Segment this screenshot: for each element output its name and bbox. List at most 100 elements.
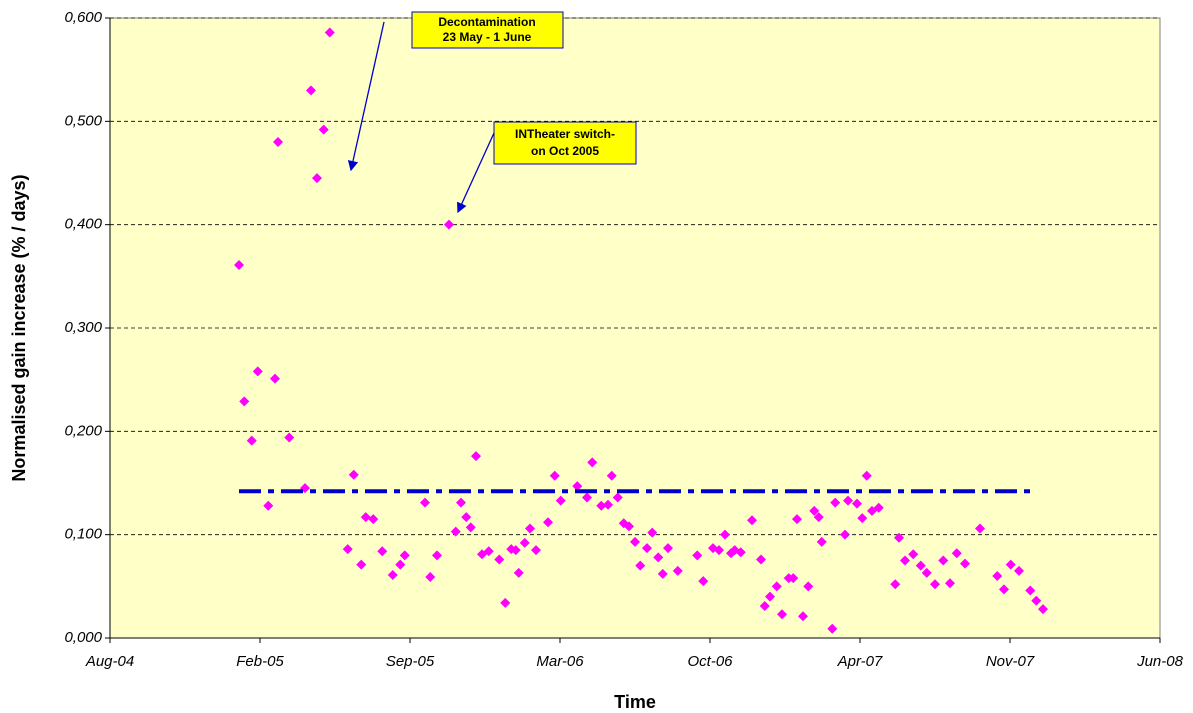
point	[827, 623, 838, 634]
y-tick-label: 0,100	[64, 526, 102, 543]
x-tick-label: Mar-06	[536, 653, 584, 670]
point	[1005, 559, 1016, 570]
point	[813, 512, 824, 523]
point	[465, 522, 476, 533]
point	[992, 571, 1003, 581]
annotation-text: on Oct 2005	[531, 144, 599, 158]
point	[461, 512, 472, 523]
x-tick-label: Nov-07	[986, 653, 1035, 670]
x-axis-title: Time	[614, 692, 656, 712]
point	[816, 536, 827, 547]
point	[630, 536, 640, 547]
point	[284, 432, 295, 443]
x-tick-label: Jun-08	[1136, 653, 1184, 670]
point	[765, 591, 775, 602]
point	[377, 546, 388, 557]
point	[603, 499, 613, 510]
point	[908, 549, 919, 560]
point	[999, 584, 1009, 595]
point	[500, 597, 511, 608]
point	[513, 567, 524, 578]
grid	[105, 17, 1161, 643]
point	[582, 492, 592, 503]
point	[348, 469, 359, 480]
annotation-text: 23 May - 1 June	[443, 30, 532, 44]
point	[756, 554, 766, 565]
point	[483, 546, 494, 557]
point	[698, 576, 709, 587]
point	[759, 600, 770, 611]
point	[1025, 585, 1036, 596]
point	[596, 500, 607, 511]
x-tick-label: Apr-07	[837, 653, 883, 670]
x-tick-label: Sep-05	[386, 653, 435, 670]
y-tick-label: 0,300	[64, 319, 102, 336]
point	[861, 470, 872, 481]
point	[239, 396, 250, 407]
point	[531, 545, 541, 556]
point	[792, 514, 802, 525]
point	[234, 259, 244, 270]
point	[572, 481, 583, 492]
point	[543, 517, 553, 528]
point	[663, 543, 673, 554]
point	[960, 558, 970, 569]
point	[606, 470, 617, 481]
point	[720, 529, 730, 540]
point	[857, 513, 868, 524]
x-tick-label: Aug-04	[85, 653, 134, 670]
point	[840, 529, 850, 540]
annotation-box	[493, 121, 637, 165]
point	[945, 578, 955, 589]
point	[894, 532, 904, 543]
point	[525, 523, 535, 534]
point	[951, 548, 962, 559]
point	[642, 543, 652, 554]
point	[356, 559, 367, 570]
point	[342, 544, 353, 555]
point	[624, 521, 634, 532]
point	[612, 492, 623, 503]
point	[456, 497, 466, 508]
point	[555, 495, 566, 506]
point	[975, 523, 985, 534]
y-tick-label: 0,500	[64, 112, 102, 129]
point	[395, 559, 406, 570]
point	[1038, 604, 1048, 615]
point	[798, 611, 808, 622]
annotation-box	[411, 11, 564, 49]
point	[747, 515, 757, 526]
point	[873, 502, 884, 513]
point	[1031, 595, 1042, 606]
x-tick-label: Feb-05	[236, 653, 284, 670]
point	[387, 569, 398, 580]
point	[657, 568, 668, 579]
point	[510, 545, 521, 556]
point	[915, 560, 926, 571]
point	[900, 555, 910, 566]
point	[930, 579, 940, 590]
point	[714, 545, 724, 556]
point	[263, 500, 274, 511]
point	[252, 366, 263, 377]
annotation-arrow	[347, 21, 385, 172]
point	[306, 85, 316, 96]
point	[444, 219, 454, 230]
point	[432, 550, 442, 561]
annotation-text: Decontamination	[438, 15, 535, 29]
point	[735, 547, 746, 558]
point	[843, 495, 853, 506]
point	[890, 579, 901, 590]
annotation-text: INTheater switch-	[515, 127, 615, 141]
marks	[234, 27, 1048, 634]
y-tick-label: 0,400	[64, 216, 102, 233]
y-tick-label: 0,200	[64, 422, 102, 439]
point	[246, 435, 257, 446]
point	[549, 470, 560, 481]
point	[324, 27, 335, 38]
point	[587, 457, 598, 468]
point	[809, 505, 820, 516]
point	[425, 572, 436, 583]
point	[921, 567, 932, 578]
